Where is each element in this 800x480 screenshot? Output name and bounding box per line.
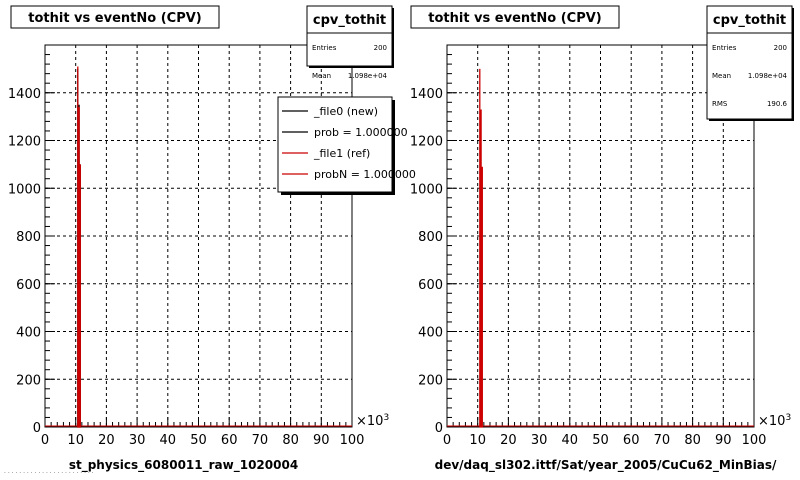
x-axis-label: dev/daq_sl302.ittf/Sat/year_2005/CuCu62_… <box>435 458 777 473</box>
x-tick-label: 90 <box>313 433 330 448</box>
x-tick-label: 60 <box>623 433 640 448</box>
y-tick-label: 0 <box>435 421 443 436</box>
x-axis-label: st_physics_6080011_raw_1020004 <box>69 458 298 473</box>
x-tick-label: 50 <box>592 433 609 448</box>
y-tick-label: 1000 <box>8 182 41 197</box>
stats-entries-label: Entries <box>712 44 737 52</box>
stats-rms-value: 190.6 <box>767 100 788 108</box>
chart-title: tothit vs eventNo (CPV) <box>428 11 601 26</box>
x-multiplier-label: ×103 <box>356 413 389 429</box>
y-tick-label: 400 <box>16 326 41 341</box>
x-tick-label: 80 <box>282 433 299 448</box>
x-tick-label: 10 <box>67 433 84 448</box>
y-tick-label: 1400 <box>410 87 443 102</box>
stats-box <box>306 5 393 67</box>
x-tick-label: 70 <box>252 433 269 448</box>
x-tick-label: 80 <box>684 433 701 448</box>
stats-name: cpv_tothit <box>313 13 386 28</box>
chart-panel-right: 0 10 20 30 40 50 60 70 80 90 100020040060080010001… <box>410 5 794 473</box>
chart-panel-left: 0 10 20 30 40 50 60 70 80 90 100020040060080010001… <box>8 5 416 473</box>
stats-entries-value: 200 <box>374 44 387 52</box>
stats-mean-value: 1.098e+04 <box>748 72 788 80</box>
stats-mean-label: Mean <box>712 72 731 80</box>
x-tick-label: 60 <box>221 433 238 448</box>
stats-mean-label: Mean <box>312 72 331 80</box>
x-tick-label: 10 <box>469 433 486 448</box>
y-tick-label: 600 <box>16 278 41 293</box>
x-tick-label: 30 <box>129 433 146 448</box>
legend-box <box>277 96 393 193</box>
x-tick-label: 50 <box>190 433 207 448</box>
stats-rms-label: RMS <box>712 100 728 108</box>
series-line-1 <box>77 66 81 428</box>
y-tick-label: 400 <box>418 326 443 341</box>
stats-box <box>706 5 793 120</box>
stats-name: cpv_tothit <box>713 13 786 28</box>
stats-entries-value: 200 <box>774 44 787 52</box>
x-tick-label: 20 <box>98 433 115 448</box>
y-tick-label: 800 <box>16 230 41 245</box>
x-tick-label: 40 <box>562 433 579 448</box>
y-tick-label: 1200 <box>8 135 41 150</box>
x-tick-label: 0 <box>443 433 451 448</box>
y-tick-label: 600 <box>418 278 443 293</box>
x-tick-label: 20 <box>500 433 517 448</box>
x-tick-label: 100 <box>340 433 365 448</box>
y-tick-label: 200 <box>16 373 41 388</box>
y-tick-label: 200 <box>418 373 443 388</box>
x-tick-label: 70 <box>654 433 671 448</box>
legend-label: _file0 (new) <box>313 105 378 118</box>
y-tick-label: 800 <box>418 230 443 245</box>
legend-label: probN = 1.000000 <box>314 168 416 181</box>
series-line-0 <box>479 68 483 428</box>
stats-entries-label: Entries <box>312 44 337 52</box>
y-tick-label: 1400 <box>8 87 41 102</box>
chart-title: tothit vs eventNo (CPV) <box>28 11 201 26</box>
legend-label: _file1 (ref) <box>313 147 370 160</box>
footer-note: · · · · · · · · · · · · · · · · · · · · … <box>4 470 94 477</box>
y-tick-label: 0 <box>33 421 41 436</box>
legend-label: prob = 1.000000 <box>314 126 408 139</box>
x-tick-label: 40 <box>160 433 177 448</box>
x-tick-label: 30 <box>531 433 548 448</box>
y-tick-label: 1200 <box>410 135 443 150</box>
x-tick-label: 90 <box>715 433 732 448</box>
x-tick-label: 100 <box>742 433 767 448</box>
x-multiplier-label: ×103 <box>758 413 791 429</box>
chart-title-box <box>410 5 620 29</box>
x-tick-label: 0 <box>41 433 49 448</box>
chart-title-box <box>10 5 220 29</box>
stats-mean-value: 1.098e+04 <box>348 72 388 80</box>
y-tick-label: 1000 <box>410 182 443 197</box>
